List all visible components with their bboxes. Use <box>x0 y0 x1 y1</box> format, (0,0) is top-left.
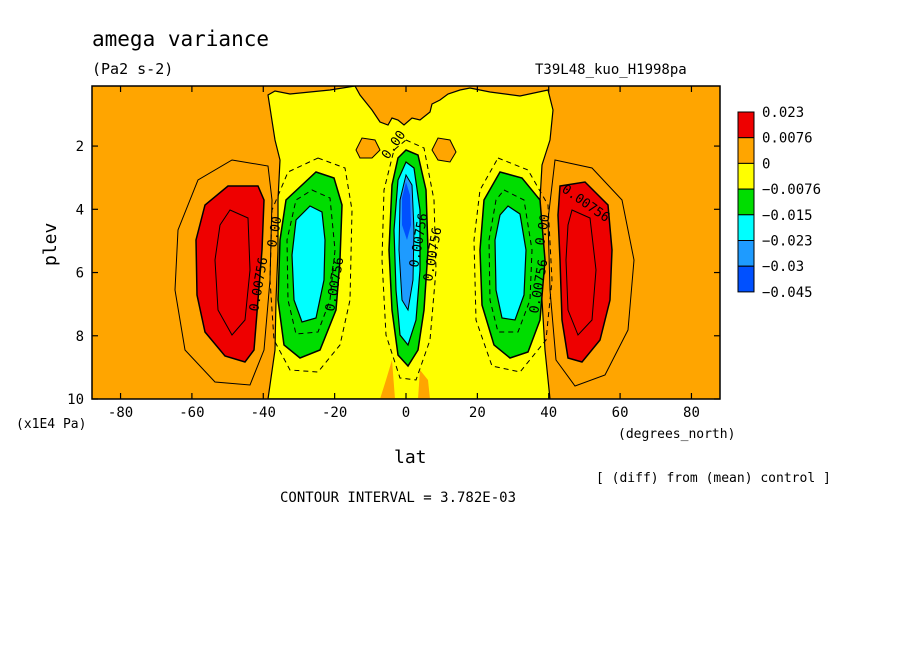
fill-red-left <box>195 185 265 363</box>
fill-deepblue-center <box>402 182 411 240</box>
colorbar-swatch <box>737 162 755 190</box>
chart-units: (Pa2 s-2) <box>92 60 173 78</box>
x-tick-label: 0 <box>402 405 410 421</box>
y-tick-label: 10 <box>67 392 84 408</box>
fill-cyan-right <box>494 205 527 321</box>
contour-label: 0.00 <box>533 213 553 246</box>
y-tick-label: 8 <box>76 329 84 345</box>
x-axis-label: lat <box>394 447 427 468</box>
colorbar-label: −0.0076 <box>762 182 821 198</box>
colorbar-label: −0.023 <box>762 234 813 250</box>
positive-contour-lines <box>174 159 635 387</box>
colorbar-swatch <box>737 214 755 242</box>
y-axis: 2 4 6 8 10 <box>67 139 720 408</box>
colorbar-label: 0.023 <box>762 105 804 121</box>
colorbar-swatch <box>737 188 755 216</box>
colorbar-label: −0.045 <box>762 285 813 301</box>
colorbar-label: −0.015 <box>762 208 813 224</box>
fill-red-right <box>557 181 613 363</box>
x-axis-units: (degrees_north) <box>618 427 735 442</box>
negative-contour-lines <box>269 139 553 381</box>
notch-bottom-left <box>380 360 395 399</box>
colorbar-swatch <box>737 137 755 164</box>
y-tick-label: 6 <box>76 266 84 282</box>
colorbar-swatch <box>737 111 755 139</box>
footer-note: [ (diff) from (mean) control ] <box>596 471 831 486</box>
x-tick-label: 40 <box>540 405 557 421</box>
colorbar-label: 0.0076 <box>762 131 813 147</box>
x-tick-label: 60 <box>612 405 629 421</box>
y-axis-units: (x1E4 Pa) <box>16 417 86 432</box>
contour-interval: CONTOUR INTERVAL = 3.782E-03 <box>280 490 516 506</box>
colorbar-swatch <box>737 240 755 267</box>
contour-label: 0.00 <box>265 215 285 248</box>
x-tick-label: 80 <box>683 405 700 421</box>
y-axis-label: plev <box>40 223 61 266</box>
run-label: T39L48_kuo_H1998pa <box>535 62 687 78</box>
notch-left <box>355 137 381 159</box>
colorbar-label: −0.03 <box>762 259 804 275</box>
y-tick-label: 2 <box>76 139 84 155</box>
x-tick-label: -20 <box>322 405 347 421</box>
notch-right <box>431 137 457 163</box>
colorbar-swatch <box>737 265 755 293</box>
x-axis: -80 -60 -40 -20 0 20 40 60 80 <box>108 86 700 421</box>
fill-cyan-left <box>291 205 326 323</box>
contour-field <box>92 86 720 399</box>
y-tick-label: 4 <box>76 202 84 218</box>
x-tick-label: -80 <box>108 405 133 421</box>
notch-bottom-right <box>418 370 430 399</box>
colorbar: 0.023 0.0076 0 −0.0076 −0.015 −0.023 −0.03 −0.0… <box>737 105 821 301</box>
x-tick-label: -40 <box>251 405 276 421</box>
colorbar-label: 0 <box>762 156 770 172</box>
x-tick-label: 20 <box>469 405 486 421</box>
chart-title: amega variance <box>92 27 269 51</box>
x-tick-label: -60 <box>179 405 204 421</box>
